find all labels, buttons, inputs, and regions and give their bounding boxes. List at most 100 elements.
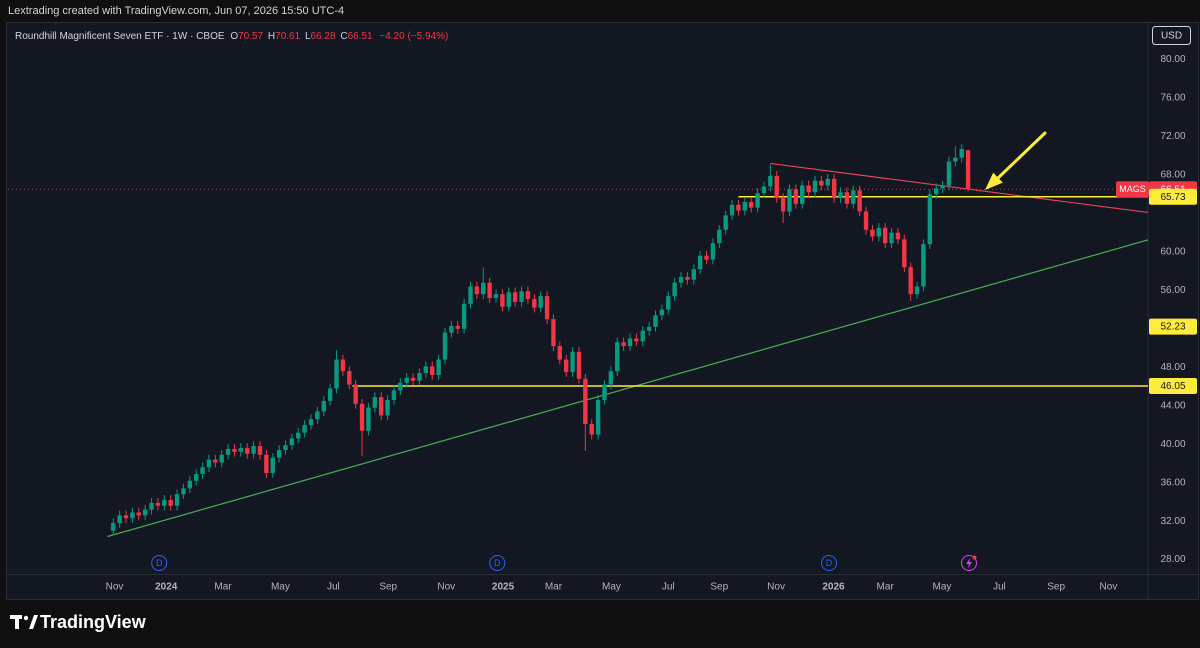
attribution: Lextrading created with TradingView.com,… (8, 5, 344, 17)
candle-body (576, 351, 582, 379)
candle-body (187, 480, 193, 489)
price-badge (1149, 318, 1197, 335)
candle-body (366, 407, 371, 431)
event-dot (972, 555, 977, 560)
logo-part (23, 615, 29, 621)
candle-body (666, 296, 671, 310)
symbol-badge (1116, 181, 1149, 198)
candle-body (111, 523, 116, 531)
candle-body (646, 326, 652, 331)
x-tick-label: Sep (710, 582, 728, 593)
candle-body (793, 189, 799, 204)
candle-body (340, 359, 346, 372)
candle-body (819, 180, 824, 186)
candle-body (902, 239, 907, 268)
candle-body (481, 282, 486, 295)
candle-body (583, 378, 588, 424)
candle-body (742, 201, 748, 211)
candle-body (193, 474, 199, 481)
brand: TradingView (40, 612, 147, 632)
y-tick-label: 76.00 (1160, 93, 1185, 104)
y-tick-label: 60.00 (1160, 247, 1185, 258)
candle-body (302, 424, 307, 433)
trend-line (107, 239, 1148, 538)
x-tick-label: May (932, 582, 951, 593)
arrow-shaft (995, 131, 1047, 181)
currency[interactable]: USD (1161, 31, 1182, 42)
candle-body (270, 457, 275, 474)
candle-body (410, 377, 416, 381)
candle-body (181, 488, 186, 495)
y-tick-label: 28.00 (1160, 554, 1185, 565)
symbol-legend: Roundhill Magnificent Seven ETF · 1W · C… (15, 31, 448, 42)
candle-body (608, 371, 614, 385)
y-tick-label: 48.00 (1160, 362, 1185, 373)
event-label: D (494, 558, 501, 568)
x-tick-label: Nov (767, 582, 785, 593)
ohlc-value: 70.61 (275, 31, 300, 42)
candle-body (723, 215, 728, 230)
annotation-arrow (985, 131, 1047, 190)
candle-body (557, 346, 563, 360)
candle-body (296, 432, 301, 439)
candle-body (844, 192, 850, 204)
x-tick-label: Mar (214, 582, 232, 593)
candle-body (532, 299, 537, 308)
price-badge (1149, 188, 1197, 205)
candle-body (704, 255, 709, 260)
x-tick-label: Sep (1047, 582, 1065, 593)
candle-body (812, 180, 818, 193)
x-tick-label: Sep (379, 582, 397, 593)
x-tick-label: Mar (877, 582, 895, 593)
logo-part (15, 615, 19, 629)
candle-body (168, 499, 173, 506)
event-marker (489, 555, 506, 571)
candle-body (162, 499, 167, 506)
candle-body (889, 232, 894, 244)
candle-body (442, 332, 448, 360)
price-badge-label: 65.73 (1160, 192, 1185, 203)
candle-body (953, 157, 958, 162)
candle-body (895, 232, 901, 240)
header-bar (0, 0, 1200, 22)
candle-body (430, 366, 435, 375)
candle-body (659, 309, 665, 316)
candle-body (130, 512, 135, 519)
axes: 80.00 76.00 72.00 68.00 60.00 56.00 48.00 44.00… (106, 54, 1197, 593)
candle-body (219, 454, 224, 463)
candle-body (908, 267, 913, 295)
ohlc-value: 66.28 (311, 31, 336, 42)
candle-body (308, 419, 314, 425)
candle-body (640, 330, 645, 342)
candle-body (774, 175, 779, 199)
candle-body (232, 449, 237, 452)
candle-body (347, 371, 352, 385)
candle-body (327, 388, 333, 401)
x-tick-label: 2025 (492, 582, 515, 593)
candle-body (589, 424, 594, 435)
earnings-marker[interactable] (961, 555, 977, 571)
candle-body (921, 244, 926, 287)
candle-body (353, 384, 358, 404)
candle-body (755, 193, 760, 208)
candle-body (959, 148, 964, 158)
candle-body (736, 204, 741, 211)
x-tick-label: Nov (437, 582, 455, 593)
arrow-head (985, 172, 1003, 190)
candle-body (602, 384, 607, 400)
currency-button[interactable] (1152, 26, 1191, 45)
x-tick-label: Jul (993, 582, 1006, 593)
candle-body (257, 446, 263, 455)
price-badge-label: 52.23 (1160, 322, 1185, 333)
candle-body (800, 185, 805, 204)
candle-body (838, 192, 843, 199)
y-tick-label: 32.00 (1160, 516, 1185, 527)
candle-body (761, 186, 767, 194)
ohlc-label: L (305, 31, 311, 42)
candle-body (289, 438, 295, 446)
candle-body (525, 291, 531, 299)
trend-line (770, 162, 1148, 214)
candle-body (174, 494, 180, 506)
candle-body (423, 366, 429, 374)
candle-body (321, 400, 326, 412)
